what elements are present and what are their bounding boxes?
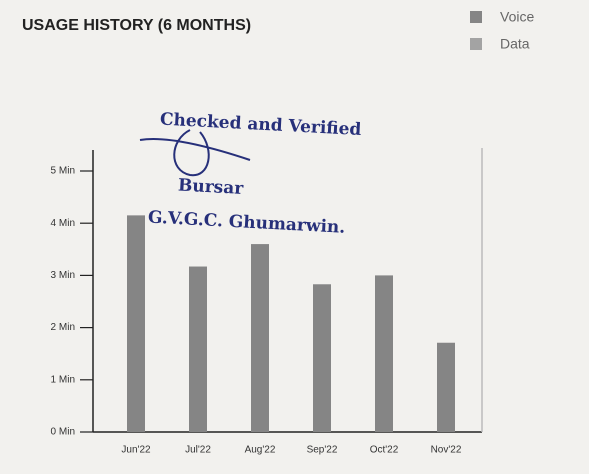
y-tick-label: 2 Min [51, 322, 75, 333]
chart-title: USAGE HISTORY (6 MONTHS) [22, 17, 251, 34]
x-tick-label: Sep'22 [307, 445, 338, 456]
bar [189, 266, 207, 432]
bar [127, 215, 145, 432]
legend-label: Data [500, 36, 530, 52]
x-tick-label: Oct'22 [370, 445, 399, 456]
y-tick-label: 1 Min [51, 374, 75, 385]
y-tick-label: 0 Min [51, 427, 75, 438]
stamp-text: Bursar [178, 176, 245, 199]
legend-label: Voice [500, 9, 534, 25]
x-tick-label: Jul'22 [185, 445, 211, 456]
x-tick-label: Nov'22 [431, 445, 462, 456]
stamp-text: G.V.G.C. Ghumarwin. [148, 208, 346, 238]
y-tick-label: 5 Min [51, 166, 75, 177]
x-tick-label: Jun'22 [121, 445, 151, 456]
signature [139, 129, 251, 177]
y-tick-label: 4 Min [51, 218, 75, 229]
legend-swatch [470, 11, 482, 23]
x-tick-label: Aug'22 [245, 445, 276, 456]
stamp: Checked and Verified Bursar G.V.G.C. Ghu… [139, 110, 362, 238]
bar [375, 275, 393, 432]
bar [313, 284, 331, 432]
bar [251, 244, 269, 432]
bar [437, 342, 455, 432]
y-tick-label: 3 Min [51, 270, 75, 281]
legend-swatch [470, 38, 482, 50]
stamp-text: Checked and Verified [160, 110, 362, 141]
